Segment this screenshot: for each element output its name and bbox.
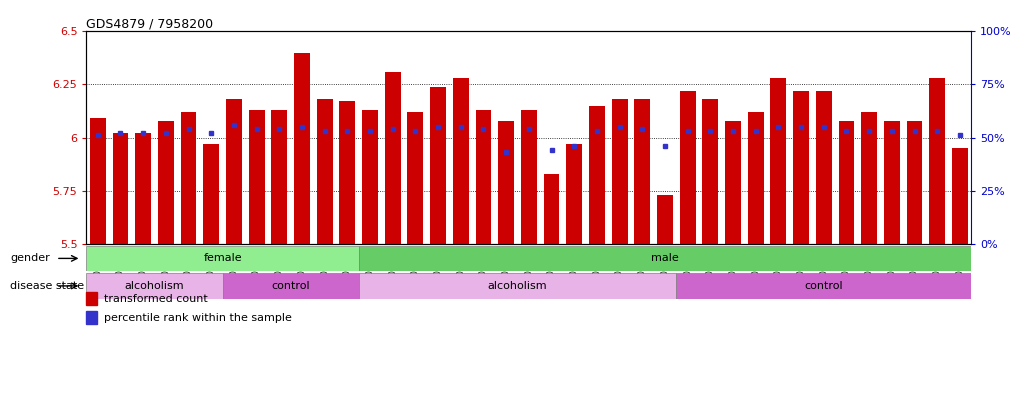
Text: male: male	[651, 253, 678, 263]
Bar	[747, 112, 764, 244]
Bar	[158, 121, 174, 244]
Bar	[223, 273, 359, 299]
Bar	[679, 91, 696, 244]
Bar	[294, 53, 310, 244]
Bar	[272, 110, 287, 244]
Bar	[86, 311, 97, 324]
Text: alcoholism: alcoholism	[125, 281, 184, 291]
Bar	[589, 106, 605, 244]
Bar	[359, 246, 971, 271]
Text: percentile rank within the sample: percentile rank within the sample	[104, 313, 292, 323]
Bar	[86, 273, 223, 299]
Text: control: control	[804, 281, 843, 291]
Bar	[884, 121, 900, 244]
Bar	[952, 148, 968, 244]
Bar	[203, 144, 220, 244]
Text: control: control	[272, 281, 310, 291]
Bar	[657, 195, 673, 244]
Bar	[408, 112, 423, 244]
Text: gender: gender	[10, 253, 50, 263]
Text: disease state: disease state	[10, 281, 84, 291]
Bar	[226, 99, 242, 244]
Bar	[359, 273, 676, 299]
Bar	[676, 273, 971, 299]
Bar	[521, 110, 537, 244]
Text: alcoholism: alcoholism	[488, 281, 547, 291]
Bar	[566, 144, 582, 244]
Bar	[86, 292, 97, 305]
Bar	[89, 118, 106, 244]
Bar	[930, 78, 945, 244]
Text: transformed count: transformed count	[104, 294, 207, 304]
Text: female: female	[203, 253, 242, 263]
Bar	[838, 121, 854, 244]
Bar	[181, 112, 196, 244]
Bar	[906, 121, 922, 244]
Bar	[340, 101, 355, 244]
Text: GDS4879 / 7958200: GDS4879 / 7958200	[86, 17, 214, 30]
Bar	[476, 110, 491, 244]
Bar	[113, 133, 128, 244]
Bar	[135, 133, 152, 244]
Bar	[816, 91, 832, 244]
Bar	[384, 72, 401, 244]
Bar	[430, 86, 446, 244]
Bar	[861, 112, 877, 244]
Bar	[771, 78, 786, 244]
Bar	[453, 78, 469, 244]
Bar	[635, 99, 650, 244]
Bar	[498, 121, 514, 244]
Bar	[543, 174, 559, 244]
Bar	[793, 91, 810, 244]
Bar	[703, 99, 718, 244]
Bar	[316, 99, 333, 244]
Bar	[86, 246, 359, 271]
Bar	[725, 121, 741, 244]
Bar	[249, 110, 264, 244]
Bar	[362, 110, 378, 244]
Bar	[611, 99, 627, 244]
